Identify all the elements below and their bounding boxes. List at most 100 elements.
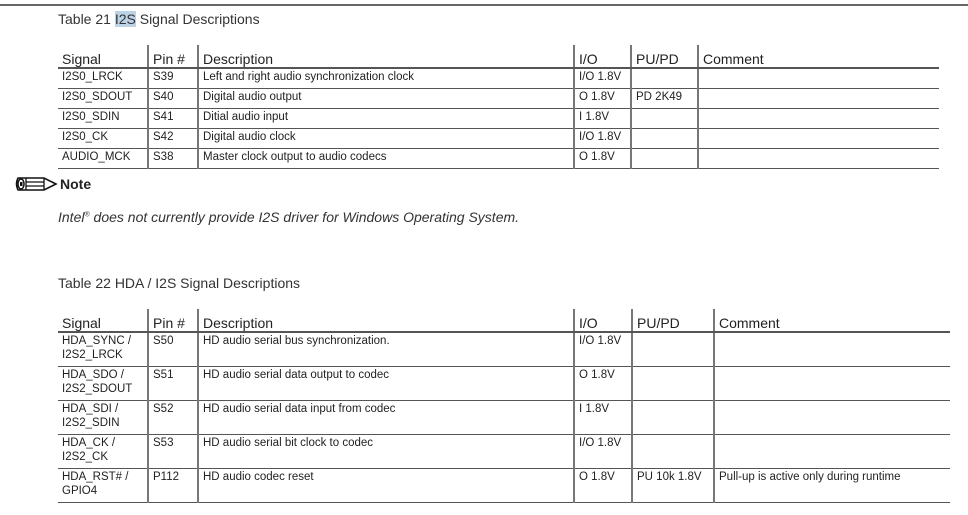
cell-line: HDA_SDO /: [62, 369, 124, 381]
cell-pu-pd: [631, 400, 714, 435]
note-label: Note: [60, 176, 92, 192]
cell-line: I2S2_SDIN: [62, 417, 120, 429]
table21-title: Table 21 I2S Signal Descriptions: [58, 11, 260, 27]
header-io: I/O: [573, 309, 632, 333]
header-comment: Comment: [713, 309, 950, 333]
cell-io: I 1.8V: [573, 108, 631, 129]
cell-io: I/O 1.8V: [573, 434, 632, 469]
cell-io: O 1.8V: [573, 88, 631, 109]
cell-pu-pd: [630, 68, 698, 89]
table-row: HDA_SYNC / I2S2_LRCK S50 HD audio serial bu…: [58, 332, 950, 367]
registered-mark: ®: [84, 211, 90, 219]
cell-pu-pd: [630, 108, 698, 129]
title-suffix: Signal Descriptions: [135, 11, 260, 27]
cell-io: I/O 1.8V: [573, 128, 631, 149]
cell-pin: S38: [147, 148, 198, 169]
table-row: HDA_CK / I2S2_CK S53 HD audio serial bit cl…: [58, 434, 950, 469]
search-highlight: I2S: [114, 11, 136, 27]
cell-signal: I2S0_CK: [58, 128, 148, 149]
cell-signal: HDA_SYNC / I2S2_LRCK: [58, 332, 148, 367]
cell-description: Digital audio clock: [197, 128, 574, 149]
page-top-rule: [0, 4, 968, 6]
cell-pin: S53: [147, 434, 198, 469]
header-signal: Signal: [58, 45, 148, 69]
note-body: does not currently provide I2S driver fo…: [89, 209, 520, 225]
cell-comment: Pull-up is active only during runtime: [713, 468, 950, 503]
header-description: Description: [197, 45, 574, 69]
table22-title: Table 22 HDA / I2S Signal Descriptions: [58, 275, 301, 291]
note-brand: Intel: [58, 209, 85, 225]
header-io: I/O: [573, 45, 631, 69]
table-row: AUDIO_MCK S38 Master clock output to audio…: [58, 148, 939, 169]
cell-signal: AUDIO_MCK: [58, 148, 148, 169]
cell-pu-pd: [630, 128, 698, 149]
cell-line: HDA_SDI /: [62, 403, 119, 415]
title-prefix: Table 21: [58, 11, 115, 27]
cell-signal: I2S0_SDIN: [58, 108, 148, 129]
cell-io: I/O 1.8V: [573, 68, 631, 89]
cell-comment: [713, 434, 950, 469]
table21: Signal Pin # Description I/O PU/PD Comment I2…: [58, 45, 939, 169]
cell-comment: [697, 88, 939, 109]
table22: Signal Pin # Description I/O PU/PD Comment HD…: [58, 309, 950, 503]
cell-io: O 1.8V: [573, 468, 632, 503]
cell-pin: P112: [147, 468, 198, 503]
table-header-row: Signal Pin # Description I/O PU/PD Comment: [58, 309, 950, 333]
cell-description: Master clock output to audio codecs: [197, 148, 574, 169]
cell-pin: S41: [147, 108, 198, 129]
cell-line: HDA_CK /: [62, 437, 116, 449]
header-pin: Pin #: [147, 309, 198, 333]
cell-io: I 1.8V: [573, 400, 632, 435]
cell-pin: S42: [147, 128, 198, 149]
header-pu-pd: PU/PD: [630, 45, 698, 69]
cell-pu-pd: [630, 148, 698, 169]
cell-description: Ditial audio input: [197, 108, 574, 129]
cell-signal: HDA_SDO / I2S2_SDOUT: [58, 366, 148, 401]
header-pin: Pin #: [147, 45, 198, 69]
cell-pin: S52: [147, 400, 198, 435]
cell-pu-pd: [631, 332, 714, 367]
table-row: I2S0_SDOUT S40 Digital audio output O 1.8V P…: [58, 88, 939, 109]
cell-io: I/O 1.8V: [573, 332, 632, 367]
cell-pin: S50: [147, 332, 198, 367]
cell-description: HD audio serial data input from codec: [197, 400, 574, 435]
cell-comment: [697, 148, 939, 169]
cell-pin: S51: [147, 366, 198, 401]
cell-line: HDA_RST# /: [62, 471, 129, 483]
cell-comment: [697, 108, 939, 129]
cell-signal: HDA_CK / I2S2_CK: [58, 434, 148, 469]
cell-pu-pd: PU 10k 1.8V: [631, 468, 714, 503]
cell-signal: HDA_SDI / I2S2_SDIN: [58, 400, 148, 435]
cell-io: O 1.8V: [573, 366, 632, 401]
cell-description: Digital audio output: [197, 88, 574, 109]
cell-pu-pd: PD 2K49: [630, 88, 698, 109]
header-pu-pd: PU/PD: [631, 309, 714, 333]
cell-description: HD audio serial bus synchronization.: [197, 332, 574, 367]
table-row: I2S0_LRCK S39 Left and right audio synchro…: [58, 68, 939, 89]
cell-line: I2S2_LRCK: [62, 349, 123, 361]
pencil-note-icon: [15, 177, 58, 191]
cell-io: O 1.8V: [573, 148, 631, 169]
cell-line: GPIO4: [62, 485, 98, 497]
cell-comment: [713, 332, 950, 367]
cell-line: I2S2_CK: [62, 451, 109, 463]
cell-pin: S40: [147, 88, 198, 109]
cell-signal: I2S0_SDOUT: [58, 88, 148, 109]
cell-line: HDA_SYNC /: [62, 335, 132, 347]
header-comment: Comment: [697, 45, 939, 69]
cell-signal: I2S0_LRCK: [58, 68, 148, 89]
cell-comment: [697, 128, 939, 149]
cell-line: I2S2_SDOUT: [62, 383, 133, 395]
cell-pu-pd: [631, 366, 714, 401]
cell-description: HD audio serial bit clock to codec: [197, 434, 574, 469]
cell-pin: S39: [147, 68, 198, 89]
note-heading: Note: [14, 175, 91, 193]
note-text: Intel® does not currently provide I2S dr…: [58, 209, 519, 225]
cell-pu-pd: [631, 434, 714, 469]
table-row: HDA_SDI / I2S2_SDIN S52 HD audio serial dat…: [58, 400, 950, 435]
header-signal: Signal: [58, 309, 148, 333]
cell-comment: [713, 366, 950, 401]
cell-comment: [697, 68, 939, 89]
cell-comment: [713, 400, 950, 435]
table-row: I2S0_CK S42 Digital audio clock I/O 1.8V: [58, 128, 939, 149]
